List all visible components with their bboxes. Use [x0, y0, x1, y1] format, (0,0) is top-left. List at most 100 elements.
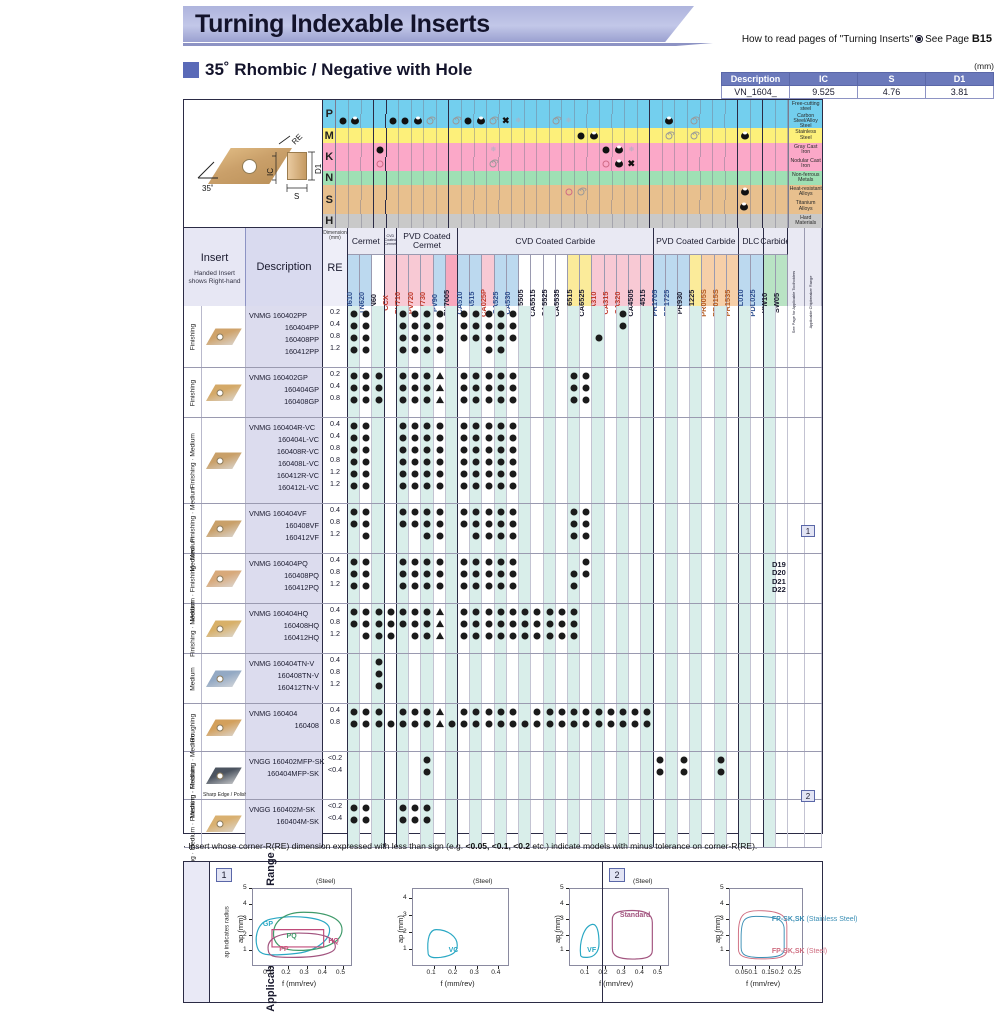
availability-dot [472, 384, 480, 392]
grade-column-PR005S[interactable]: PR005S [699, 255, 715, 317]
iso-symbol-openc [577, 187, 587, 196]
availability-dot [472, 570, 480, 578]
iso-cell [512, 199, 525, 214]
grade-cell [605, 306, 617, 367]
grade-column-CA510[interactable]: CA510 [455, 255, 471, 315]
insert-description: VNGG 160402M-SK 160404M-SK [246, 800, 323, 847]
iso-cell [374, 128, 387, 143]
availability-dot [350, 346, 358, 354]
grade-cell [629, 654, 642, 703]
grade-column-PV90[interactable]: PV90 [430, 255, 446, 312]
iso-cell [612, 199, 626, 214]
availability-dot [411, 322, 419, 330]
grade-column-PR1535[interactable]: PR1535 [723, 255, 740, 316]
grade-column-KW10[interactable]: KW10 [760, 255, 776, 313]
grade-cell [580, 554, 593, 603]
availability-dot [582, 508, 590, 516]
iso-symbol-filled [401, 117, 409, 125]
grade-column-CA5505[interactable]: CA5505 [516, 255, 532, 317]
availability-dot [485, 422, 493, 430]
grade-cell [543, 654, 556, 703]
grade-column-TN610[interactable]: TN610 [345, 255, 361, 314]
see-page-ref[interactable]: B15 [971, 33, 992, 45]
availability-dot [362, 458, 370, 466]
grade-column-CA310[interactable]: CA310 [589, 255, 605, 315]
category-label: Finishing [189, 323, 196, 350]
iso-cell [399, 171, 412, 186]
grade-column-PR1705[interactable]: PR1705 [650, 255, 666, 316]
grade-column-CA515[interactable]: CA515 [467, 255, 483, 315]
availability-dot [472, 422, 480, 430]
iso-symbol-snow: ❄ [628, 146, 635, 154]
iso-cell [462, 142, 475, 157]
grade-column-TN620[interactable]: TN620 [357, 255, 373, 314]
availability-dot [350, 570, 358, 578]
grade-cell [678, 418, 691, 503]
grade-cell [616, 704, 630, 751]
iso-cell [487, 128, 500, 143]
grade-column-CCX[interactable]: CCX [381, 255, 397, 311]
x-tick: 0.4 [317, 969, 327, 976]
availability-dot [387, 720, 395, 728]
grade-cell [702, 504, 715, 553]
iso-cell [412, 185, 425, 200]
grade-column-TN60[interactable]: TN60 [369, 255, 385, 312]
availability-dot [436, 558, 444, 566]
grade-column-PDL010[interactable]: PDL010 [736, 255, 752, 317]
iso-cell [625, 100, 638, 115]
grade-column-CA5535[interactable]: CA5535 [552, 255, 568, 317]
corner-radius-value: 0.4 [330, 419, 340, 428]
insert-description: VNMG 160404 160408 [246, 704, 323, 751]
availability-dot [509, 458, 517, 466]
insert-shape [206, 570, 242, 587]
grade-cell [580, 752, 593, 799]
grade-cell [665, 704, 678, 751]
insert-edge-note: Sharp Edge / Polished [203, 792, 253, 798]
iso-cell [675, 128, 689, 143]
y-tick: 4 [720, 899, 724, 907]
grade-column-CA4505[interactable]: CA4505 [626, 255, 642, 317]
grade-column-PR1225[interactable]: PR1225 [687, 255, 703, 316]
grade-column-PR1725[interactable]: PR1725 [662, 255, 678, 316]
availability-dot [680, 756, 688, 764]
grade-column-CA315[interactable]: CA315 [601, 255, 617, 315]
grade-cell [605, 504, 617, 553]
grade-column-PV710[interactable]: PV710 [393, 255, 410, 314]
grade-cell [776, 654, 788, 703]
iso-cell [500, 171, 513, 186]
grade-cell [751, 752, 764, 799]
grade-column-CA320[interactable]: CA320 [613, 255, 630, 315]
grade-column-CA6515[interactable]: CA6515 [565, 255, 581, 317]
grade-column-CA6525[interactable]: CA6525 [577, 255, 593, 317]
grade-column-CA5525[interactable]: CA5525 [540, 255, 556, 317]
chipbreaker-ref-badge-2[interactable]: 2 [801, 790, 815, 802]
availability-dot [558, 620, 566, 628]
grade-cell [763, 752, 776, 799]
grade-group-2: PVD Coated Cermet [396, 228, 458, 255]
grade-column-CA025P[interactable]: CA025P [479, 255, 495, 317]
availability-dot [399, 720, 407, 728]
grade-column-CA525[interactable]: CA525 [491, 255, 507, 315]
chipbreaker-ref-badge-1[interactable]: 1 [801, 525, 815, 537]
grade-column-PV720[interactable]: PV720 [406, 255, 422, 314]
grade-cell [519, 800, 532, 847]
grade-group-6: Carbide [760, 228, 790, 255]
grade-cell [360, 504, 373, 553]
insert-code: 160408L-VC [278, 459, 319, 468]
availability-dot [607, 720, 615, 728]
grade-column-PR930[interactable]: PR930 [675, 255, 691, 314]
grade-column-CA5515[interactable]: CA5515 [528, 255, 544, 317]
grade-column-CA4515[interactable]: CA4515 [638, 255, 654, 317]
insert-group-row: Roughing VNMG 160404 160408 0.4 0.8 [184, 704, 822, 752]
grade-column-SW05[interactable]: SW05 [772, 255, 788, 313]
grade-column-PDL025[interactable]: PDL025 [748, 255, 764, 317]
availability-dot [411, 804, 419, 812]
grade-column-PV730[interactable]: PV730 [418, 255, 434, 314]
grade-column-PV7005[interactable]: PV7005 [442, 255, 458, 316]
availability-dot [485, 446, 493, 454]
grade-column-PR015S[interactable]: PR015S [711, 255, 727, 317]
availability-dot [375, 372, 383, 380]
availability-dot [362, 508, 370, 516]
grade-column-CA530[interactable]: CA530 [503, 255, 520, 315]
availability-dot [485, 346, 493, 354]
